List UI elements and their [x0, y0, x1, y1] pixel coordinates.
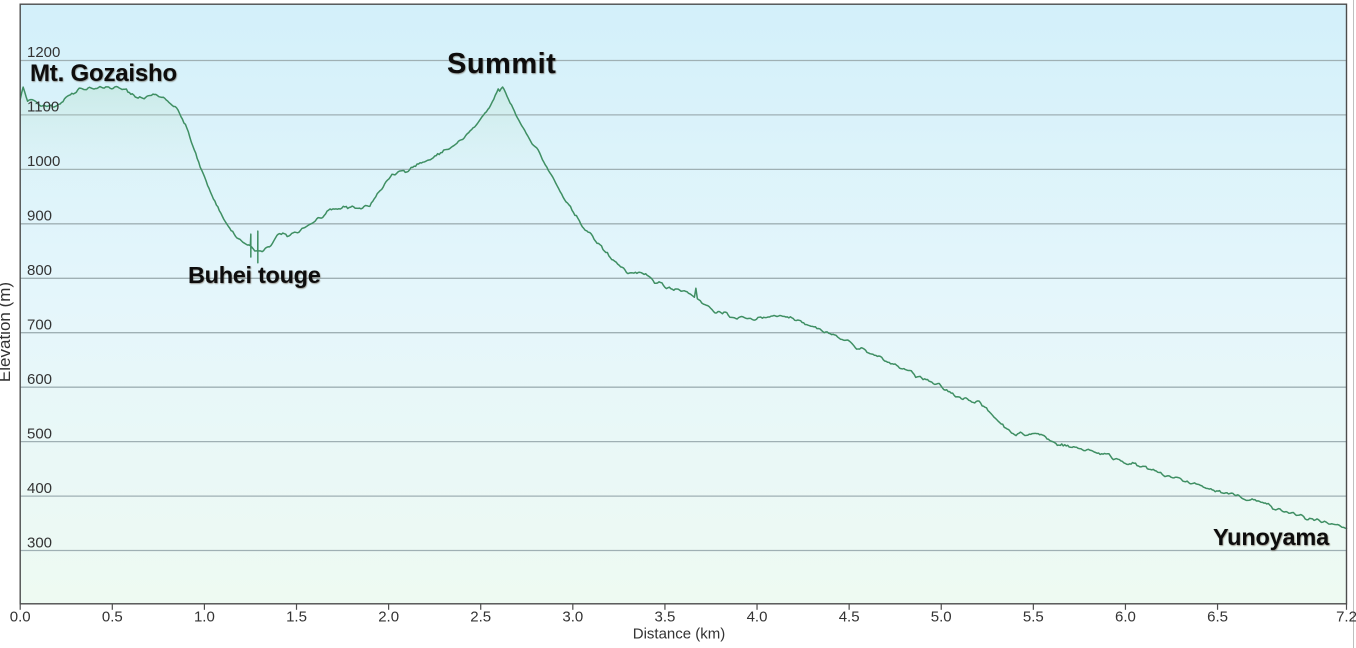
svg-text:400: 400 — [27, 480, 52, 497]
svg-text:Summit: Summit — [447, 48, 556, 80]
svg-text:3.0: 3.0 — [562, 609, 583, 626]
svg-text:2.5: 2.5 — [470, 609, 491, 626]
svg-text:6.5: 6.5 — [1207, 609, 1228, 626]
svg-text:1.5: 1.5 — [286, 609, 307, 626]
svg-text:700: 700 — [27, 317, 52, 334]
svg-text:1000: 1000 — [27, 153, 60, 170]
svg-text:600: 600 — [27, 371, 52, 388]
svg-text:4.0: 4.0 — [747, 609, 768, 626]
svg-text:Distance (km): Distance (km) — [633, 626, 726, 643]
svg-text:Mt. Gozaisho: Mt. Gozaisho — [30, 60, 177, 87]
svg-text:3.5: 3.5 — [655, 609, 676, 626]
svg-text:Buhei touge: Buhei touge — [188, 262, 321, 288]
svg-text:5.5: 5.5 — [1023, 609, 1044, 626]
svg-text:0.0: 0.0 — [10, 609, 31, 626]
svg-text:6.0: 6.0 — [1115, 609, 1136, 626]
svg-text:1100: 1100 — [27, 99, 59, 116]
svg-text:Yunoyama: Yunoyama — [1213, 524, 1330, 550]
svg-text:1200: 1200 — [27, 44, 60, 61]
svg-text:Elevation (m): Elevation (m) — [0, 282, 14, 382]
svg-text:0.5: 0.5 — [102, 609, 123, 626]
svg-text:500: 500 — [27, 426, 52, 443]
svg-text:2.0: 2.0 — [378, 609, 399, 626]
svg-text:900: 900 — [27, 208, 52, 225]
svg-text:4.5: 4.5 — [839, 609, 860, 626]
svg-text:800: 800 — [27, 262, 52, 279]
svg-text:5.0: 5.0 — [931, 609, 952, 626]
svg-text:7.2: 7.2 — [1336, 609, 1356, 626]
svg-text:1.0: 1.0 — [194, 609, 215, 626]
svg-text:300: 300 — [27, 535, 52, 552]
